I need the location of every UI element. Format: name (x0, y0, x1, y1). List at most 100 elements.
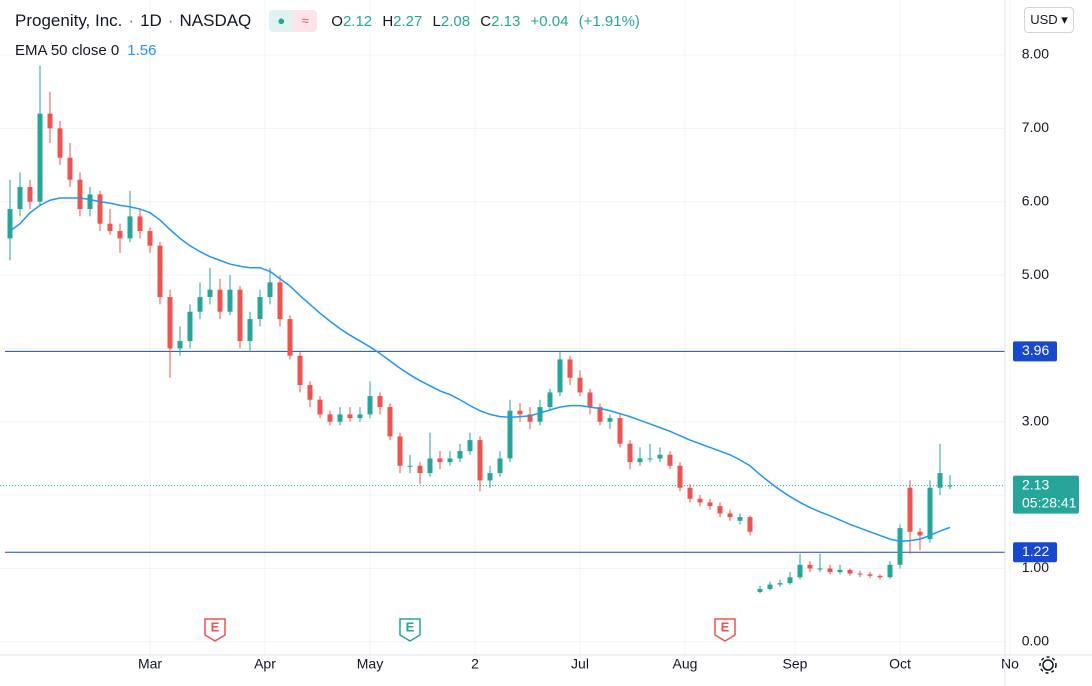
marker-label: E (406, 619, 415, 634)
level-label-box (1013, 341, 1057, 362)
y-tick-label: 5.00 (1022, 266, 1049, 282)
candle-body (467, 440, 473, 452)
candle-body (747, 517, 753, 532)
candle-body (727, 513, 733, 518)
ema-line (9, 197, 951, 543)
candle-body (887, 564, 893, 578)
candle-body (177, 341, 183, 349)
gear (1042, 659, 1054, 671)
candle-body (57, 128, 63, 158)
candle-body (797, 564, 803, 578)
interval: 1D (140, 11, 162, 30)
market-status: ● (269, 10, 294, 32)
candle-body (227, 289, 233, 312)
ohlc-letter: H (382, 12, 394, 30)
candle-body (917, 531, 923, 536)
status-pill[interactable]: ● ≈ (269, 10, 318, 32)
candle-body (907, 487, 913, 532)
change: +0.04 (530, 12, 569, 30)
candle-body (937, 473, 943, 488)
candle-body (807, 564, 813, 569)
candle-body (407, 465, 413, 467)
settings-icon[interactable] (1039, 656, 1057, 674)
symbol-name: Progenity, Inc. (15, 11, 123, 30)
marker-shape (399, 618, 421, 642)
delayed-status: ≈ (293, 10, 318, 32)
candle-body (377, 396, 383, 408)
candle-body (327, 414, 333, 422)
candle-body (837, 569, 843, 573)
separator: · (167, 11, 174, 30)
level-label: 3.96 (1022, 342, 1049, 358)
indicator-value: 1.56 (127, 42, 157, 59)
candle-body (857, 573, 863, 575)
candle-body (77, 179, 83, 210)
candle-body (257, 297, 263, 320)
earnings-marker[interactable]: E (399, 618, 421, 642)
candle-body (777, 583, 783, 585)
candle-body (547, 392, 553, 408)
candle-body (237, 289, 243, 342)
countdown-label: 05:28:41 (1022, 494, 1077, 510)
level-label-box (1013, 542, 1057, 563)
candle-body (137, 216, 143, 232)
ohlc-letter: O (331, 12, 343, 30)
low-value: 2.08 (440, 12, 471, 30)
candle-body (587, 392, 593, 408)
candle-body (637, 458, 643, 463)
candle-body (447, 458, 453, 463)
candle-body (557, 359, 563, 393)
candle-body (247, 319, 253, 342)
candle-body (537, 407, 543, 422)
x-tick-label: Mar (138, 656, 162, 672)
candle-body (117, 231, 123, 239)
candle-body (357, 414, 363, 419)
candle-body (487, 473, 493, 481)
change-percent: (+1.91%) (578, 12, 640, 30)
marker-shape (204, 618, 226, 642)
marker-shape (714, 618, 736, 642)
candle-body (437, 458, 443, 463)
x-tick-label: Aug (673, 656, 698, 672)
candle-body (897, 528, 903, 565)
x-tick-label: 2 (471, 656, 479, 672)
candle-body (717, 506, 723, 514)
candle-body (707, 502, 713, 507)
candle-body (367, 396, 373, 415)
candle-body (517, 410, 523, 415)
exchange: NASDAQ (179, 11, 252, 30)
last-price-label: 2.13 (1022, 476, 1049, 492)
candle-body (867, 574, 873, 576)
currency: USD (1030, 12, 1058, 27)
candle-body (127, 216, 133, 239)
gear-teeth (1039, 656, 1057, 674)
candle-body (157, 245, 163, 298)
candle-body (287, 319, 293, 356)
candle-body (307, 385, 313, 400)
candle-body (757, 588, 763, 592)
close-value: 2.13 (491, 12, 521, 30)
marker-label: E (721, 619, 730, 634)
candle-body (527, 414, 533, 422)
candle-body (667, 454, 673, 466)
candle-body (317, 399, 323, 415)
candle-body (417, 465, 423, 474)
candle-body (67, 157, 73, 180)
y-tick-label: 8.00 (1022, 46, 1049, 62)
currency-button[interactable]: USD ▾ (1024, 7, 1074, 33)
y-tick-label: 6.00 (1022, 192, 1049, 208)
candle-body (507, 410, 513, 459)
earnings-marker[interactable]: E (714, 618, 736, 642)
candle-body (207, 289, 213, 298)
level-label: 1.22 (1022, 543, 1049, 559)
candle-body (877, 575, 883, 578)
ohlc-letter: C (480, 12, 492, 30)
earnings-marker[interactable]: E (204, 618, 226, 642)
ohlc: O2.12 H2.27 L2.08 C2.13 +0.04 (+1.91%) (331, 13, 640, 30)
candle-body (107, 223, 113, 232)
ohlc-letter: L (432, 12, 441, 30)
candle-body (657, 454, 663, 459)
candle-body (47, 113, 53, 129)
